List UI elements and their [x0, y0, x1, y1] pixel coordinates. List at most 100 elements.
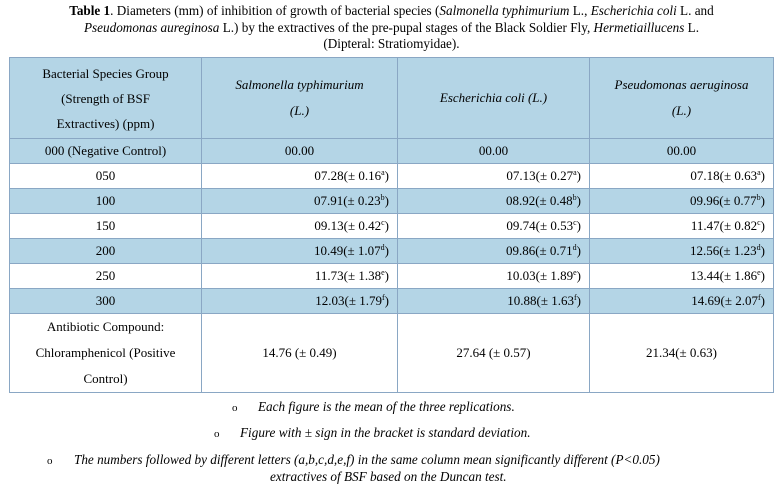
header-salmonella: Salmonella typhimurium (L.) [201, 57, 398, 139]
cell-ecoli: 07.13(± 0.27a) [397, 163, 590, 189]
cell-letter: d [756, 243, 761, 252]
caption-text-3: L. and [676, 3, 714, 18]
table-caption: Table 1. Diameters (mm) of inhibition of… [8, 3, 775, 53]
cell-salmonella: 09.13(± 0.42c) [201, 213, 398, 239]
cell-ecoli: 10.88(± 1.63f) [397, 288, 590, 314]
cell-letter: e [381, 268, 385, 277]
caption-text-2: L., [569, 3, 591, 18]
header-ecoli-label: Escherichia coli (L.) [439, 90, 548, 105]
header-group-line-3: Extractives) (ppm) [56, 115, 155, 131]
cell-letter: b [756, 193, 761, 202]
cell-value: 12.03(± 1.79 [315, 293, 382, 308]
cell-value: 10.88(± 1.63 [507, 293, 574, 308]
cell-salmonella: 00.00 [201, 138, 398, 164]
cell-letter: c [381, 218, 385, 227]
cell-salmonella: 11.73(± 1.38e) [201, 263, 398, 289]
cell-ecoli: 08.92(± 0.48b) [397, 188, 590, 214]
cell-value: 10.49(± 1.07 [313, 243, 381, 258]
header-row: Bacterial Species Group (Strength of BSF… [9, 57, 774, 139]
caption-text-4: L.) by the extractives of the pre-pupal … [219, 19, 594, 35]
antibiotic-salmonella: 14.76 (± 0.49) [201, 313, 398, 393]
cell-ecoli: 00.00 [397, 138, 590, 164]
cell-ecoli: 09.74(± 0.53c) [397, 213, 590, 239]
cell-letter: d [380, 243, 385, 252]
table-row: 100 07.91(± 0.23b) 08.92(± 0.48b) 09.96(… [9, 188, 774, 214]
cell-value: 09.13(± 0.42 [314, 218, 382, 233]
inhibition-table: Bacterial Species Group (Strength of BSF… [9, 57, 774, 393]
antibiotic-label-line-3: Control) [83, 371, 128, 386]
row-group: 150 [9, 213, 202, 239]
row-group: 250 [9, 263, 202, 289]
cell-value: 07.18(± 0.63 [690, 168, 758, 183]
caption-species-4: Hermetiaillucens [593, 19, 685, 35]
row-group: 300 [9, 288, 202, 314]
table-row: 000 (Negative Control) 00.00 00.00 00.00 [9, 138, 774, 164]
cell-salmonella: 12.03(± 1.79f) [201, 288, 398, 314]
cell-value: 11.73(± 1.38 [314, 268, 382, 283]
cell-letter: d [572, 243, 577, 252]
cell-value: 09.96(± 0.77 [689, 193, 757, 208]
antibiotic-ecoli: 27.64 (± 0.57) [397, 313, 590, 393]
caption-text-5: L. [684, 19, 700, 35]
cell-pseudomonas: 13.44(± 1.86e) [589, 263, 774, 289]
cell-value: 07.13(± 0.27 [506, 168, 574, 183]
cell-ecoli: 09.86(± 0.71d) [397, 238, 590, 264]
cell-salmonella: 07.91(± 0.23b) [201, 188, 398, 214]
cell-letter: a [573, 168, 577, 177]
cell-letter: f [757, 293, 761, 302]
cell-value: 10.03(± 1.89 [506, 268, 574, 283]
header-pseudomonas: Pseudomonas aeruginosa (L.) [589, 57, 774, 139]
cell-pseudomonas: 14.69(± 2.07f) [589, 288, 774, 314]
header-salmonella-line-1: Salmonella typhimurium [235, 77, 364, 92]
table-row: 200 10.49(± 1.07d) 09.86(± 0.71d) 12.56(… [9, 238, 774, 264]
cell-value: 07.91(± 0.23 [313, 193, 381, 208]
cell-value: 14.69(± 2.07 [691, 293, 758, 308]
caption-text-6: (Dipteral: Stratiomyidae). [323, 36, 460, 51]
caption-species-3: Pseudomonas aureginosa [83, 19, 220, 35]
table-row: 300 12.03(± 1.79f) 10.88(± 1.63f) 14.69(… [9, 288, 774, 314]
cell-pseudomonas: 12.56(± 1.23d) [589, 238, 774, 264]
note-3-line-2: extractives of BSF based on the Duncan t… [270, 469, 507, 484]
cell-pseudomonas: 09.96(± 0.77b) [589, 188, 774, 214]
cell-letter: c [573, 218, 577, 227]
cell-pseudomonas: 00.00 [589, 138, 774, 164]
caption-text-1: . Diameters (mm) of inhibition of growth… [110, 3, 440, 18]
header-group: Bacterial Species Group (Strength of BSF… [9, 57, 202, 139]
cell-letter: f [381, 293, 385, 302]
row-group: 050 [9, 163, 202, 189]
antibiotic-row: Antibiotic Compound: Chloramphenicol (Po… [9, 313, 774, 393]
cell-value: 11.47(± 0.82 [690, 218, 758, 233]
note-bullet-1: o [232, 402, 238, 414]
cell-letter: a [757, 168, 761, 177]
note-bullet-3: o [47, 455, 53, 467]
cell-letter: a [381, 168, 385, 177]
row-group: 200 [9, 238, 202, 264]
header-group-line-1: Bacterial Species Group [42, 65, 169, 81]
cell-ecoli: 10.03(± 1.89e) [397, 263, 590, 289]
cell-letter: b [572, 193, 577, 202]
header-group-line-2: (Strength of BSF [61, 90, 150, 106]
cell-pseudomonas: 07.18(± 0.63a) [589, 163, 774, 189]
antibiotic-pseudomonas: 21.34(± 0.63) [589, 313, 774, 393]
note-bullet-2: o [214, 428, 220, 440]
cell-value: 07.28(± 0.16 [314, 168, 382, 183]
cell-pseudomonas: 11.47(± 0.82c) [589, 213, 774, 239]
note-3-line-1: The numbers followed by different letter… [74, 452, 660, 467]
cell-value: 12.56(± 1.23 [689, 243, 757, 258]
cell-value: 09.74(± 0.53 [506, 218, 574, 233]
table-row: 150 09.13(± 0.42c) 09.74(± 0.53c) 11.47(… [9, 213, 774, 239]
note-1: Each figure is the mean of the three rep… [258, 399, 515, 414]
header-ecoli: Escherichia coli (L.) [397, 57, 590, 139]
header-pseudomonas-line-2: (L.) [671, 103, 692, 118]
row-group: 000 (Negative Control) [9, 138, 202, 164]
cell-letter: b [380, 193, 385, 202]
cell-letter: e [573, 268, 577, 277]
caption-species-1: Salmonella typhimurium [439, 3, 570, 18]
table-row: 050 07.28(± 0.16a) 07.13(± 0.27a) 07.18(… [9, 163, 774, 189]
cell-salmonella: 07.28(± 0.16a) [201, 163, 398, 189]
antibiotic-label: Antibiotic Compound: Chloramphenicol (Po… [9, 313, 202, 393]
antibiotic-label-line-1: Antibiotic Compound: [46, 319, 165, 334]
cell-letter: c [757, 218, 761, 227]
cell-value: 08.92(± 0.48 [505, 193, 573, 208]
cell-letter: e [757, 268, 761, 277]
